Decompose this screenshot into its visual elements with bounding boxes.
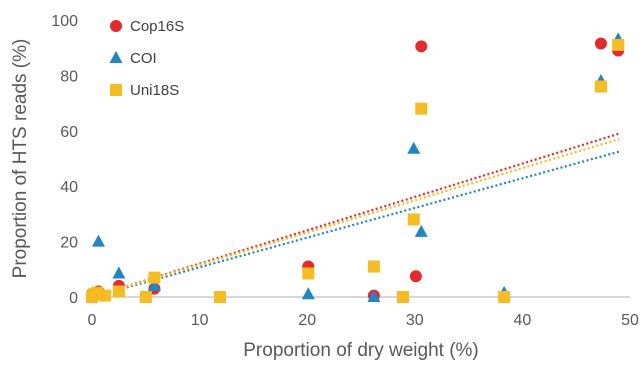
- y-tick-label: 80: [60, 68, 78, 85]
- data-point-coi: [367, 290, 381, 302]
- data-point-coi: [301, 287, 315, 300]
- data-point-coi: [91, 234, 105, 247]
- legend-marker-coi: [109, 51, 123, 63]
- legend-marker-cop16s: [110, 20, 122, 32]
- data-point-uni18s: [139, 291, 152, 303]
- trendlines: [91, 132, 620, 299]
- data-point-uni18s: [594, 80, 607, 93]
- legend-label-uni18s: Uni18S: [130, 82, 179, 99]
- x-tick-labels: 0 10 20 30 40 50: [88, 312, 639, 329]
- data-point-coi: [112, 266, 126, 279]
- y-axis-title: Proportion of HTS reads (%): [10, 39, 31, 279]
- y-tick-label: 0: [69, 290, 78, 307]
- x-tick-label: 10: [191, 312, 209, 329]
- trendline-uni18s: [91, 138, 620, 299]
- legend-marker-uni18s: [110, 84, 122, 96]
- y-tick-label: 40: [60, 179, 78, 196]
- y-tick-label: 60: [60, 124, 78, 141]
- data-point-uni18s: [367, 260, 380, 273]
- x-tick-label: 0: [88, 312, 97, 329]
- data-point-uni18s: [302, 267, 315, 280]
- data-point-uni18s: [112, 285, 125, 298]
- data-point-coi: [414, 224, 428, 237]
- data-point-uni18s: [396, 291, 409, 303]
- data-point-uni18s: [98, 289, 111, 302]
- x-tick-label: 40: [514, 312, 532, 329]
- x-tick-label: 20: [298, 312, 316, 329]
- data-point-cop16s: [415, 40, 428, 53]
- data-point-uni18s: [214, 291, 227, 303]
- x-axis-title: Proportion of dry weight (%): [243, 340, 479, 361]
- y-tick-labels: 0 20 40 60 80 100: [51, 13, 78, 307]
- data-point-uni18s: [415, 102, 428, 115]
- data-point-uni18s: [407, 213, 420, 226]
- data-point-uni18s: [498, 291, 511, 303]
- x-tick-label: 30: [406, 312, 424, 329]
- legend: Cop16S COI Uni18S: [109, 18, 184, 99]
- data-points: [85, 32, 625, 303]
- data-point-coi: [147, 278, 161, 291]
- x-tick-label: 50: [621, 312, 639, 329]
- y-tick-label: 20: [60, 235, 78, 252]
- legend-label-cop16s: Cop16S: [130, 18, 184, 35]
- y-tick-label: 100: [51, 13, 78, 30]
- data-point-coi: [407, 141, 421, 154]
- data-point-cop16s: [409, 270, 422, 283]
- data-point-cop16s: [594, 37, 607, 50]
- trendline-coi: [91, 150, 620, 299]
- data-point-uni18s: [148, 271, 161, 284]
- data-point-uni18s: [612, 38, 625, 51]
- legend-label-coi: COI: [130, 50, 157, 67]
